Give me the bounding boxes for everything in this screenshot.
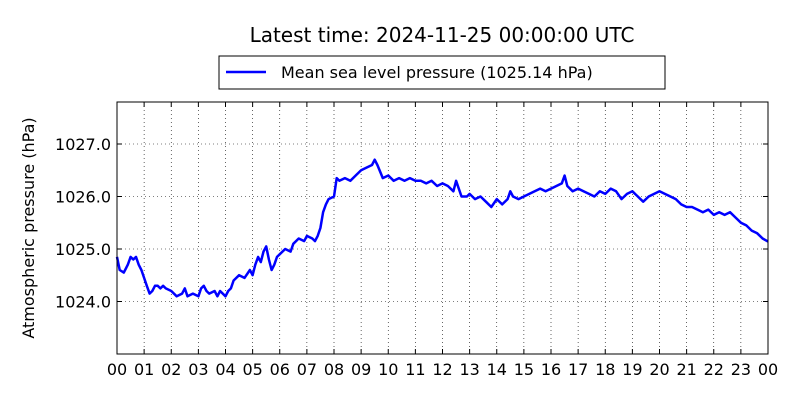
x-tick-label: 09 (351, 360, 371, 379)
x-tick-label: 20 (649, 360, 669, 379)
x-tick-label: 14 (487, 360, 507, 379)
y-tick-labels: 1024.0 1025.0 1026.0 1027.0 (55, 135, 111, 312)
x-tick-labels: 00 01 02 03 04 05 06 07 08 09 10 11 12 13 14 15 16 17 18 19… (107, 360, 778, 379)
legend: Mean sea level pressure (1025.14 hPa) (218, 55, 666, 90)
axis-ticks (116, 102, 769, 354)
x-tick-label: 02 (161, 360, 181, 379)
x-tick-label: 15 (514, 360, 534, 379)
x-tick-label: 00 (758, 360, 778, 379)
y-tick-label: 1026.0 (55, 188, 111, 207)
x-tick-label: 22 (704, 360, 724, 379)
plot-frame (116, 101, 769, 355)
x-tick-label: 16 (541, 360, 561, 379)
x-tick-label: 17 (568, 360, 588, 379)
x-tick-label: 06 (270, 360, 290, 379)
legend-box (218, 55, 666, 90)
x-tick-label: 11 (405, 360, 425, 379)
x-tick-label: 00 (107, 360, 127, 379)
x-tick-label: 04 (215, 360, 235, 379)
x-tick-label: 08 (324, 360, 344, 379)
x-tick-label: 10 (378, 360, 398, 379)
x-tick-label: 05 (242, 360, 262, 379)
x-tick-label: 07 (297, 360, 317, 379)
x-tick-label: 19 (622, 360, 642, 379)
x-tick-label: 13 (459, 360, 479, 379)
y-axis-label: Atmospheric pressure (hPa) (19, 117, 38, 338)
series-group (115, 158, 769, 298)
x-tick-label: 18 (595, 360, 615, 379)
x-tick-label: 01 (134, 360, 154, 379)
y-tick-label: 1024.0 (55, 293, 111, 312)
legend-series-label: Mean sea level pressure (1025.14 hPa) (281, 63, 593, 82)
y-tick-label: 1025.0 (55, 240, 111, 259)
x-tick-label: 12 (432, 360, 452, 379)
series-line (115, 158, 769, 298)
chart-title: Latest time: 2024-11-25 00:00:00 UTC (250, 23, 635, 47)
x-tick-label: 23 (731, 360, 751, 379)
y-tick-label: 1027.0 (55, 135, 111, 154)
x-tick-label: 21 (676, 360, 696, 379)
x-tick-label: 03 (188, 360, 208, 379)
grid-lines (117, 102, 768, 354)
